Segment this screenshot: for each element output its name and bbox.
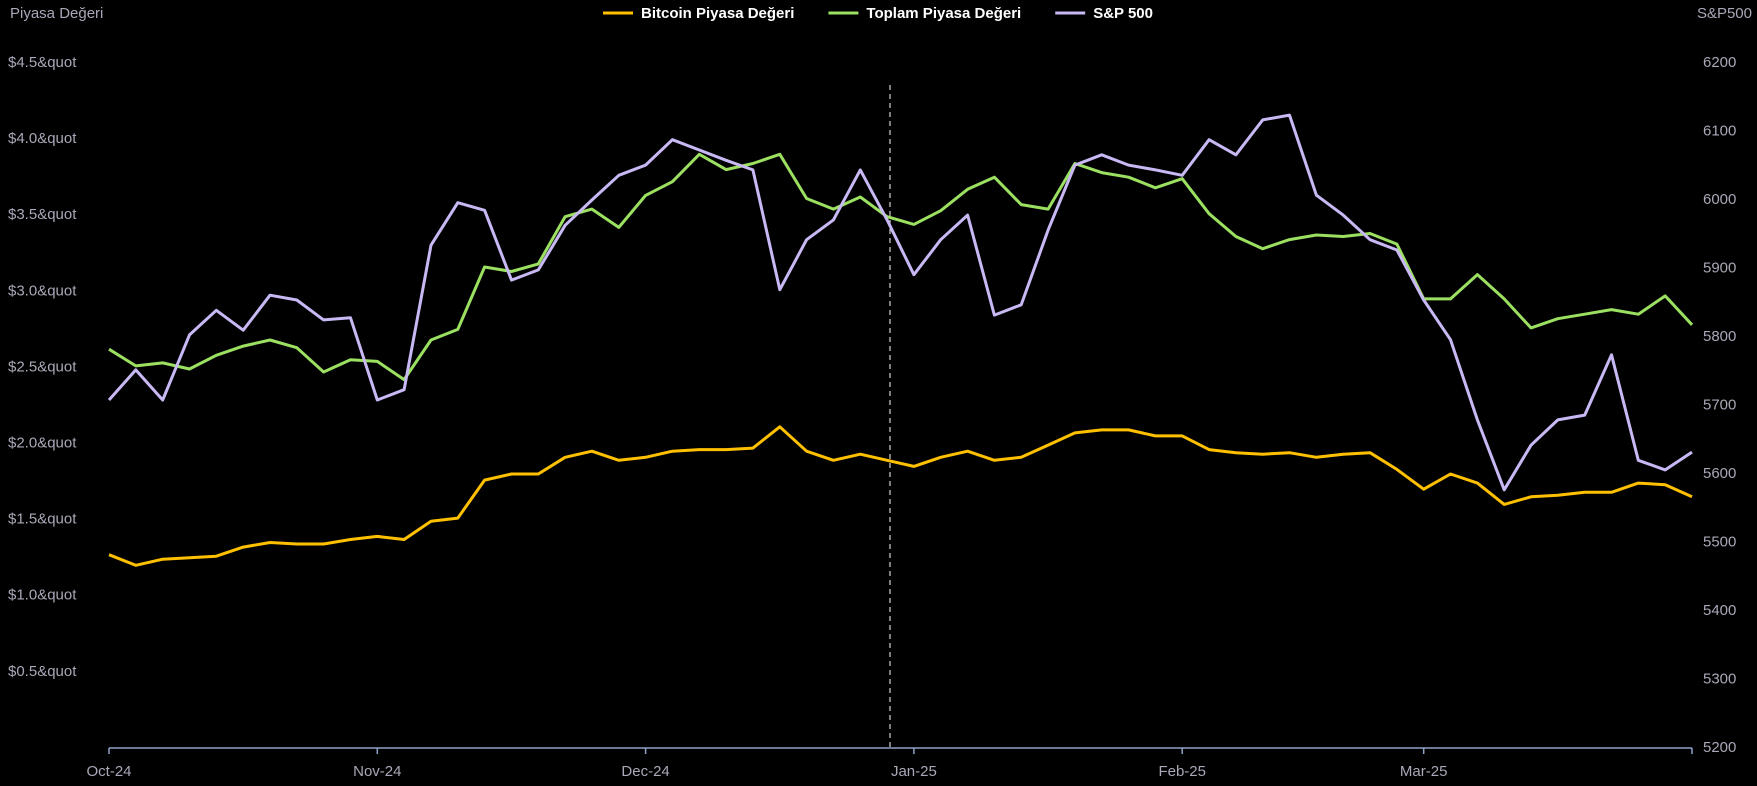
series-line xyxy=(108,425,1693,567)
y2-tick-label: 5500 xyxy=(1703,533,1736,550)
y-tick-label: $2.0&quot xyxy=(8,435,77,452)
y2-tick-label: 5200 xyxy=(1703,739,1736,756)
x-tick-label: Oct-24 xyxy=(86,763,131,780)
y2-tick-label: 5900 xyxy=(1703,259,1736,276)
x-tick-label: Mar-25 xyxy=(1400,763,1448,780)
y-tick-label: $2.5&quot xyxy=(8,358,77,375)
y-axis-title: Piyasa Değeri xyxy=(10,5,103,22)
series-line xyxy=(108,152,1694,382)
y2-tick-label: 6000 xyxy=(1703,191,1736,208)
legend-label: S&P 500 xyxy=(1093,5,1153,22)
legend-label: Toplam Piyasa Değeri xyxy=(866,5,1021,22)
x-tick-label: Feb-25 xyxy=(1158,763,1206,780)
y-tick-label: $4.5&quot xyxy=(8,54,77,71)
y-tick-label: $1.0&quot xyxy=(8,587,77,604)
legend-label: Bitcoin Piyasa Değeri xyxy=(641,5,794,22)
y2-tick-label: 5700 xyxy=(1703,396,1736,413)
y-tick-label: $3.0&quot xyxy=(8,282,77,299)
series-line xyxy=(107,113,1693,492)
y-tick-label: $0.5&quot xyxy=(8,663,77,680)
x-tick-label: Dec-24 xyxy=(621,763,669,780)
x-tick-label: Jan-25 xyxy=(891,763,937,780)
y2-tick-label: 5600 xyxy=(1703,465,1736,482)
y2-axis-title: S&P500 xyxy=(1697,5,1752,22)
y2-tick-label: 6100 xyxy=(1703,122,1736,139)
y2-tick-label: 6200 xyxy=(1703,54,1736,71)
y-tick-label: $3.5&quot xyxy=(8,206,77,223)
y2-tick-label: 5400 xyxy=(1703,602,1736,619)
y-tick-label: $1.5&quot xyxy=(8,511,77,528)
y-tick-label: $4.0&quot xyxy=(8,130,77,147)
x-tick-label: Nov-24 xyxy=(353,763,401,780)
y2-tick-label: 5300 xyxy=(1703,670,1736,687)
y2-tick-label: 5800 xyxy=(1703,328,1736,345)
